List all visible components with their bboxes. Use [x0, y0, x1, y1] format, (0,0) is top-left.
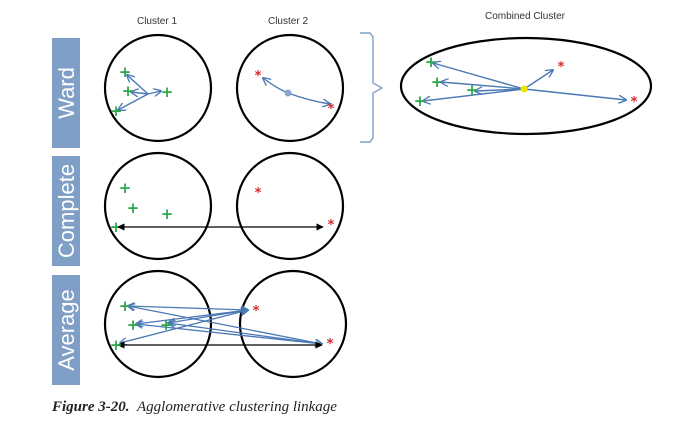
cluster2-circle: [238, 269, 348, 379]
plus-point: +: [466, 81, 479, 99]
row-label-complete: Complete: [54, 164, 79, 258]
star-point: *: [328, 102, 335, 117]
ward-arrow: [523, 88, 626, 100]
star-point: *: [558, 60, 565, 75]
plus-point: +: [110, 102, 123, 120]
cluster1-header: Cluster 1: [137, 16, 177, 27]
row-tab-ward: Ward: [52, 38, 80, 148]
ward-arrow: [441, 82, 525, 90]
cluster1-circle: [103, 151, 213, 261]
row-tab-average: Average: [52, 275, 80, 385]
ward-cluster2: * *: [235, 33, 345, 143]
plus-point: +: [161, 83, 174, 101]
row-tab-complete: Complete: [52, 156, 80, 266]
plus-point: +: [110, 218, 123, 236]
figure-caption-text: Agglomerative clustering linkage: [137, 399, 337, 415]
ward-arrow: [147, 91, 161, 94]
star-point: *: [255, 186, 262, 201]
cluster1-circle: [103, 33, 213, 143]
plus-point: +: [119, 63, 132, 81]
combined-centroid: [520, 85, 528, 93]
average-cluster2: [238, 269, 348, 379]
complete-cluster1: + + + +: [103, 151, 213, 261]
row-label-average: Average: [54, 289, 79, 371]
ward-arrow: [423, 88, 525, 101]
plus-point: +: [122, 82, 135, 100]
combined-cluster-ellipse: [399, 36, 653, 136]
plus-point: +: [161, 205, 174, 223]
row-label-ward: Ward: [54, 67, 79, 119]
complete-cluster2: * *: [235, 151, 345, 261]
plus-point: +: [110, 336, 123, 354]
star-point: *: [327, 337, 334, 352]
ward-arrow: [523, 70, 553, 90]
ward-arrow: [127, 75, 149, 95]
plus-point: +: [119, 179, 132, 197]
star-point: *: [253, 304, 260, 319]
figure-caption: Figure 3-20. Agglomerative clustering li…: [52, 399, 337, 416]
average-linkage-arrows: [117, 306, 322, 349]
ward-arrow: [287, 92, 330, 104]
plus-point: +: [127, 199, 140, 217]
cluster2-circle: [235, 151, 345, 261]
figure-label: Figure 3-20.: [52, 399, 130, 415]
combine-bracket: [360, 32, 384, 143]
plus-point: +: [414, 92, 427, 110]
plus-point: +: [431, 73, 444, 91]
cluster2-circle: [235, 33, 345, 143]
star-point: *: [328, 218, 335, 233]
combined-cluster-header: Combined Cluster: [485, 11, 566, 22]
average-arrow: [128, 306, 322, 344]
ward-arrow: [433, 63, 525, 90]
ward-arrow: [263, 78, 289, 94]
star-point: *: [631, 95, 638, 110]
star-point: *: [255, 69, 262, 84]
ward-arrow: [131, 92, 149, 94]
average-arrow: [168, 323, 322, 344]
cluster2-header: Cluster 2: [268, 16, 308, 27]
ward-cluster1: + + + +: [103, 33, 213, 143]
ward-combined-cluster: + + + + * *: [399, 36, 653, 136]
plus-point: +: [127, 316, 140, 334]
plus-point: +: [160, 316, 173, 334]
cluster2-centroid: [284, 89, 292, 97]
ward-arrow: [118, 93, 149, 110]
plus-point: +: [425, 53, 438, 71]
plus-point: +: [119, 297, 132, 315]
